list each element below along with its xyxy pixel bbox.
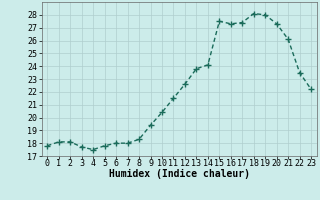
X-axis label: Humidex (Indice chaleur): Humidex (Indice chaleur) (109, 169, 250, 179)
